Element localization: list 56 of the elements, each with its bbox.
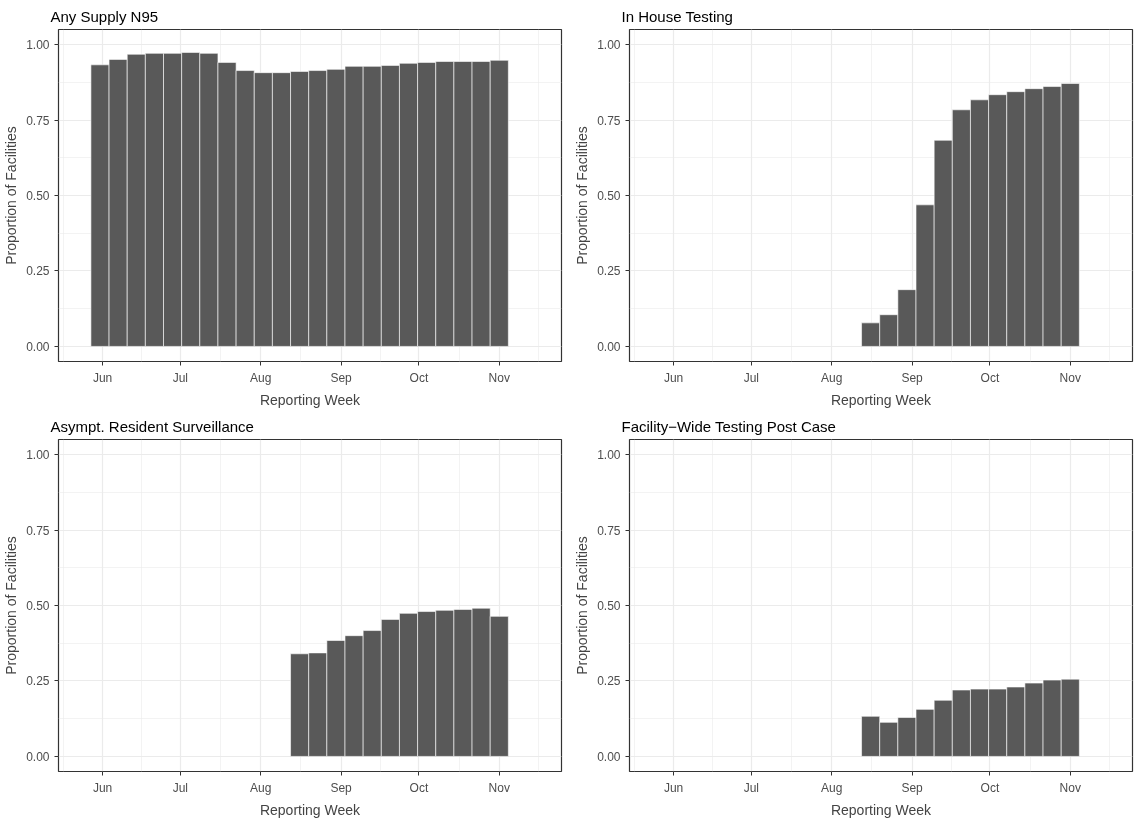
x-tick-label: Jul (172, 780, 189, 795)
x-tick-label: Nov (1059, 370, 1081, 385)
x-tick-label: Sep (330, 370, 353, 385)
y-tick-label: 1.00 (597, 38, 621, 53)
x-tick-label: Oct (409, 370, 429, 385)
x-tick-label: Sep (330, 780, 353, 795)
x-tick-label: Oct (980, 780, 1000, 795)
x-tick-label: Nov (1059, 780, 1081, 795)
x-tick-label: Jun (663, 370, 684, 385)
y-axis-title: Proportion of Facilities (574, 536, 591, 675)
x-axis-title: Reporting Week (830, 391, 933, 408)
x-tick-label: Nov (488, 780, 510, 795)
x-tick-label: Oct (980, 370, 1000, 385)
x-tick-label: Sep (901, 370, 924, 385)
y-tick-label: 1.00 (26, 448, 50, 463)
x-tick-label: Jul (743, 780, 760, 795)
y-tick-label: 0.50 (597, 189, 621, 203)
x-tick-label: Aug (821, 780, 843, 795)
x-tick-label: Jul (743, 370, 760, 385)
y-tick-label: 0.75 (26, 523, 50, 538)
x-tick-label: Sep (901, 780, 924, 795)
y-tick-label: 0.25 (597, 674, 621, 689)
y-tick-label: 1.00 (26, 38, 50, 53)
y-tick-label: 0.50 (26, 599, 50, 613)
x-tick-label: Aug (250, 370, 272, 385)
y-tick-label: 0.50 (597, 599, 621, 613)
x-tick-label: Aug (821, 370, 843, 385)
x-axis-title: Reporting Week (259, 391, 362, 408)
y-tick-label: 0.25 (26, 264, 50, 279)
x-tick-label: Jul (172, 370, 189, 385)
y-tick-label: 0.75 (26, 113, 50, 128)
y-tick-label: 0.25 (26, 674, 50, 689)
x-tick-label: Jun (92, 780, 113, 795)
x-tick-label: Jun (663, 780, 684, 795)
y-tick-label: 1.00 (597, 448, 621, 463)
x-axis-title: Reporting Week (830, 801, 933, 818)
x-axis-title: Reporting Week (259, 801, 362, 818)
y-tick-label: 0.00 (26, 749, 50, 764)
x-tick-label: Aug (250, 780, 272, 795)
y-tick-label: 0.00 (597, 339, 621, 354)
x-tick-label: Oct (409, 780, 429, 795)
y-tick-label: 0.50 (26, 189, 50, 203)
x-tick-label: Nov (488, 370, 510, 385)
y-tick-label: 0.00 (597, 749, 621, 764)
chart-title: Any Supply N95 (50, 7, 159, 25)
y-tick-label: 0.75 (597, 113, 621, 128)
chart-title: In House Testing (621, 7, 733, 25)
y-axis-title: Proportion of Facilities (3, 536, 20, 675)
y-tick-label: 0.75 (597, 523, 621, 538)
chart-title: Facility−Wide Testing Post Case (621, 417, 836, 435)
y-axis-title: Proportion of Facilities (3, 126, 20, 265)
y-tick-label: 0.25 (597, 264, 621, 279)
chart-title: Asympt. Resident Surveillance (50, 417, 254, 435)
x-tick-label: Jun (92, 370, 113, 385)
y-axis-title: Proportion of Facilities (574, 126, 591, 265)
y-tick-label: 0.00 (26, 339, 50, 354)
